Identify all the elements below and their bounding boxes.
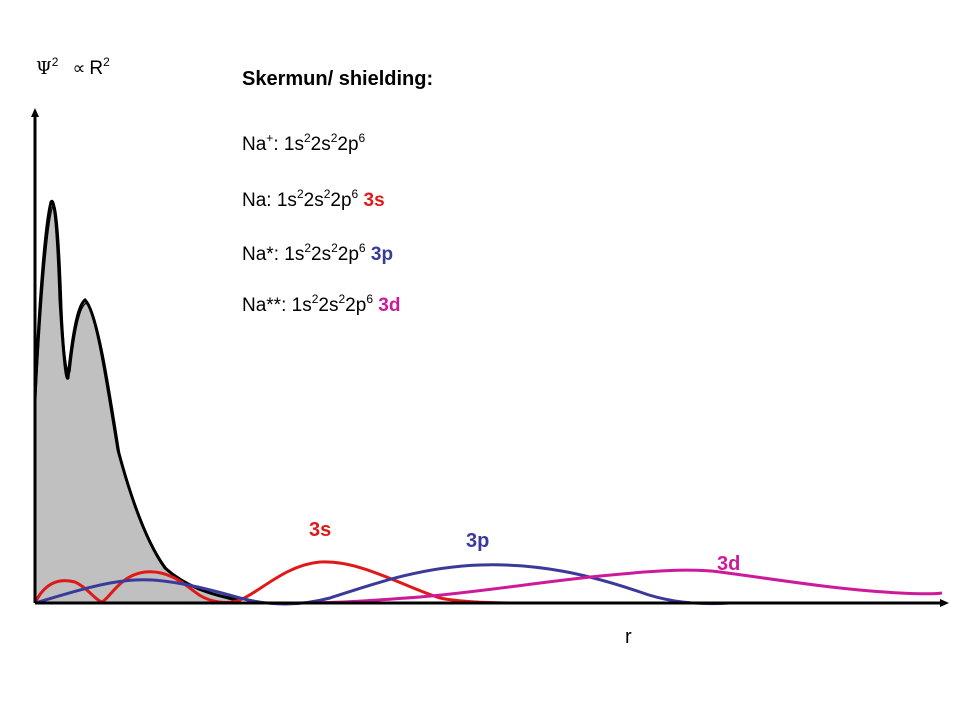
core-exp: 2 <box>303 131 311 145</box>
core-density-outline-2 <box>34 204 239 602</box>
core-density-outline <box>33 199 241 602</box>
label-3s: 3s <box>309 519 332 541</box>
config-orbital: 3s <box>363 190 385 211</box>
core-exp: 2 <box>330 131 338 145</box>
r-exponent: 2 <box>103 55 110 69</box>
core-exp: 2 <box>296 187 304 201</box>
core-term: 1s <box>291 295 312 316</box>
proportional-symbol: ∝ <box>72 58 86 79</box>
core-exp: 6 <box>358 241 366 255</box>
core-term: 2s <box>310 134 331 155</box>
psi-symbol: Ψ <box>36 58 52 79</box>
x-axis-label: r <box>625 626 632 648</box>
curve-3d <box>35 568 943 605</box>
core-exp: 6 <box>366 292 373 306</box>
config-na: Na: 1s22s22p6 3s <box>242 187 385 212</box>
label-3p: 3p <box>466 530 490 552</box>
core-term: 1s <box>284 244 305 265</box>
core-exp: 2 <box>338 292 346 306</box>
core-term: 2p <box>330 190 352 211</box>
core-term: 2p <box>337 244 359 265</box>
core-term: 2p <box>345 295 367 316</box>
core-term: 1s <box>283 134 304 155</box>
config-orbital: 3p <box>370 244 394 265</box>
label-3d: 3d <box>717 553 741 575</box>
core-term: 2s <box>318 295 339 316</box>
config-prefix: Na <box>242 134 267 155</box>
config-prefix: Na* <box>242 244 274 265</box>
core-term: 2s <box>303 190 324 211</box>
r-symbol: R <box>89 58 104 79</box>
curve-3p <box>34 563 731 606</box>
config-na-star: Na*: 1s22s22p6 3p <box>242 241 394 266</box>
core-exp: 2 <box>323 187 331 201</box>
core-exp: 6 <box>351 187 359 201</box>
core-exp: 2 <box>311 292 319 306</box>
config-charge: + <box>266 131 274 145</box>
config-prefix: Na <box>242 190 267 211</box>
config-na-plus: Na+: 1s22s22p6 <box>242 131 366 156</box>
config-colon: : <box>273 244 279 265</box>
core-term: 2s <box>311 244 332 265</box>
core-term: 2p <box>337 134 359 155</box>
core-term: 1s <box>276 190 297 211</box>
core-density-area <box>35 201 240 603</box>
config-orbital: 3d <box>378 295 401 316</box>
diagram-title: Skermun/ shielding: <box>242 68 434 90</box>
config-prefix: Na** <box>242 295 282 316</box>
core-exp: 2 <box>304 241 312 255</box>
y-axis-label: Ψ2 ∝ R2 <box>36 55 110 80</box>
core-exp: 2 <box>331 241 338 255</box>
config-na-double-star: Na**: 1s22s22p6 3d <box>242 292 401 317</box>
core-exp: 6 <box>358 131 366 145</box>
config-colon: : <box>281 295 287 316</box>
config-colon: : <box>273 134 279 155</box>
psi-exponent: 2 <box>51 55 59 69</box>
config-colon: : <box>266 190 272 211</box>
